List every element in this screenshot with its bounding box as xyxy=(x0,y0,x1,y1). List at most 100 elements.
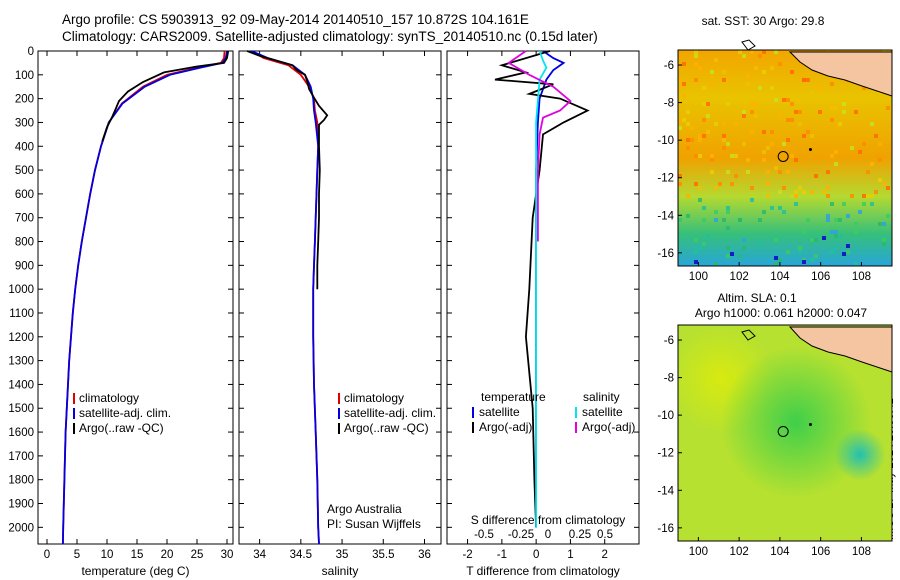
sst-pixel xyxy=(722,70,726,74)
sst-pixel xyxy=(842,252,846,256)
sst-pixel xyxy=(762,158,766,162)
argo-australia-note: Argo Australia xyxy=(327,502,402,516)
sst-pixel xyxy=(814,174,818,178)
sst-pixel xyxy=(754,102,758,106)
sst-pixel xyxy=(698,186,702,190)
sst-ytick-label: -6 xyxy=(664,60,674,72)
sst-pixel xyxy=(786,138,790,142)
sst-pixel xyxy=(714,262,718,266)
sst-pixel xyxy=(794,158,798,162)
depth-tick-label: 500 xyxy=(15,165,34,177)
sst-pixel xyxy=(774,238,778,242)
sal-xtick-label: 35 xyxy=(336,549,349,561)
sst-pixel xyxy=(834,162,838,166)
sla-ytick-label: -16 xyxy=(657,523,674,535)
sst-pixel xyxy=(678,218,682,222)
depth-tick-label: 200 xyxy=(15,94,34,106)
sst-pixel xyxy=(878,158,882,162)
legend-label: climatology xyxy=(79,391,139,405)
sst-pixel xyxy=(862,194,866,198)
sst-pixel xyxy=(770,142,774,146)
sst-pixel xyxy=(794,110,798,114)
sst-pixel xyxy=(782,210,786,214)
sst-pixel xyxy=(742,110,746,114)
sst-pixel xyxy=(738,254,742,258)
sst-pixel xyxy=(762,130,766,134)
sst-pixel xyxy=(882,222,886,226)
diff-xtick-label: -2 xyxy=(462,549,472,561)
sst-pixel xyxy=(874,134,878,138)
sst-pixel xyxy=(878,222,882,226)
temp-xtick-label: 30 xyxy=(221,549,234,561)
sst-pixel xyxy=(778,62,782,66)
sst-pixel xyxy=(770,86,774,90)
sst-xtick-label: 106 xyxy=(811,271,830,283)
sst-pixel xyxy=(778,206,782,210)
depth-tick-label: 1400 xyxy=(8,379,34,391)
sst-pixel xyxy=(738,50,742,54)
sst-pixel xyxy=(722,218,726,222)
sst-pixel xyxy=(790,194,794,198)
temp-xlabel: temperature (deg C) xyxy=(81,564,189,578)
legend-label: Argo(..raw -QC) xyxy=(79,421,164,435)
series-line-salinity-argo-adj- xyxy=(507,50,572,242)
sst-pixel xyxy=(730,252,734,256)
sst-pixel xyxy=(694,250,698,254)
sst-pixel xyxy=(858,210,862,214)
sst-pixel xyxy=(810,258,814,262)
s-diff-tick-label: 0.25 xyxy=(569,529,591,541)
sal-plot-frame xyxy=(238,50,442,545)
sst-pixel xyxy=(886,106,890,110)
sst-pixel xyxy=(770,130,774,134)
sst-pixel xyxy=(746,74,750,78)
sst-pixel xyxy=(702,242,706,246)
sst-pixel xyxy=(742,238,746,242)
sst-pixel xyxy=(742,54,746,58)
sst-pixel xyxy=(826,170,830,174)
sst-pixel xyxy=(686,194,690,198)
temp-xtick-label: 0 xyxy=(44,549,50,561)
sst-pixel xyxy=(778,258,782,262)
sst-pixel xyxy=(758,54,762,58)
sla-map-subtitle: Argo h1000: 0.061 h2000: 0.047 xyxy=(695,306,867,320)
sla-xtick-label: 100 xyxy=(689,546,708,558)
diff-plot-frame xyxy=(446,50,640,545)
sst-pixel xyxy=(766,194,770,198)
sst-pixel xyxy=(678,126,682,130)
sst-pixel xyxy=(758,86,762,90)
depth-tick-label: 800 xyxy=(15,237,34,249)
sst-pixel xyxy=(850,194,854,198)
legend-label: Argo(-adj) xyxy=(582,420,635,434)
sst-pixel xyxy=(830,202,834,206)
sst-pixel xyxy=(698,138,702,142)
sla-ytick-label: -14 xyxy=(657,485,674,497)
sst-pixel xyxy=(862,202,866,206)
sst-pixel xyxy=(810,190,814,194)
sst-pixel xyxy=(722,146,726,150)
sst-pixel xyxy=(778,170,782,174)
sst-pixel xyxy=(798,186,802,190)
sst-pixel xyxy=(750,198,754,202)
sst-pixel xyxy=(802,230,806,234)
sst-pixel xyxy=(734,122,738,126)
sst-ytick-label: -10 xyxy=(657,135,674,147)
sst-pixel xyxy=(790,70,794,74)
sst-pixel xyxy=(802,190,806,194)
series-line-temperature-argo-adj- xyxy=(494,50,590,528)
sst-pixel xyxy=(766,170,770,174)
sst-pixel xyxy=(774,98,778,102)
sst-pixel xyxy=(854,222,858,226)
sst-pixel xyxy=(802,260,806,264)
depth-tick-label: 1600 xyxy=(8,427,34,439)
sst-ytick-label: -14 xyxy=(657,210,674,222)
sst-pixel xyxy=(702,102,706,106)
sst-ytick-label: -16 xyxy=(657,248,674,260)
sst-pixel xyxy=(710,158,714,162)
sst-pixel xyxy=(866,170,870,174)
sst-ytick-label: -12 xyxy=(657,173,674,185)
sst-pixel xyxy=(842,102,846,106)
sst-pixel xyxy=(682,118,686,122)
sst-pixel xyxy=(790,102,794,106)
temperature-panel: 0 5 10 15 20 25 300100200300400500600700800900… xyxy=(8,46,234,578)
figure-title-line1: Argo profile: CS 5903913_92 09-May-2014 … xyxy=(62,12,529,27)
